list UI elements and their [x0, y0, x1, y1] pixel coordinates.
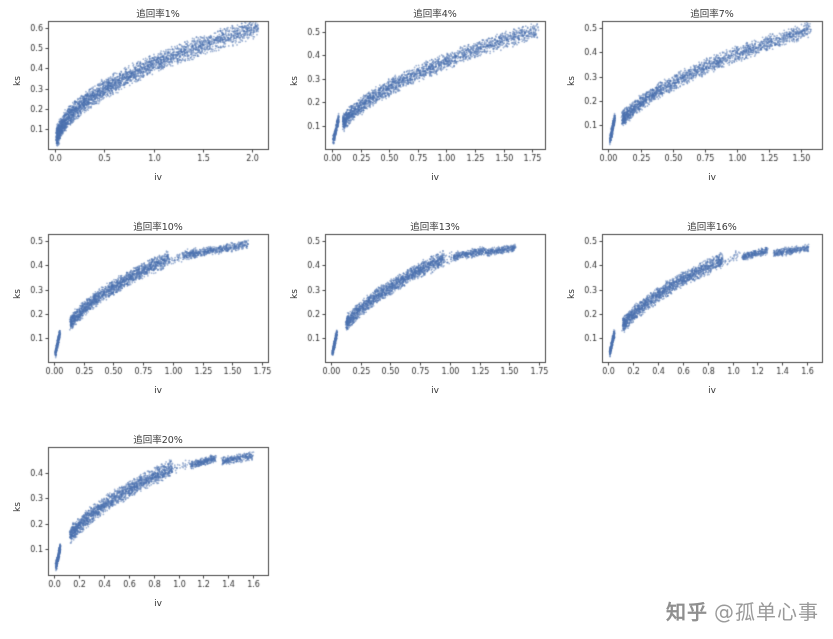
plot-title: 追回率20% [133, 435, 183, 446]
plot-title: 追回率16% [687, 222, 737, 233]
subplot-recovery-20pct: 追回率20% ks iv [6, 432, 283, 639]
subplot-recovery-13pct: 追回率13% ks iv [283, 219, 560, 426]
x-axis-label: iv [154, 173, 162, 183]
zhihu-logo-text: 知乎 [666, 600, 708, 624]
watermark-handle: @孤单心事 [714, 600, 819, 624]
plot-title: 追回率10% [133, 222, 183, 233]
scatter-plot-canvas [6, 445, 276, 595]
scatter-plot-canvas [560, 232, 830, 382]
zhihu-watermark: 知乎 @孤单心事 [666, 596, 819, 625]
scatter-plot-canvas [283, 232, 553, 382]
subplot-recovery-4pct: 追回率4% ks iv [283, 6, 560, 213]
scatter-plot-canvas [283, 19, 553, 169]
scatter-plot-canvas [6, 19, 276, 169]
x-axis-label: iv [708, 173, 716, 183]
x-axis-label: iv [708, 386, 716, 396]
scatter-plot-canvas [6, 232, 276, 382]
scatter-plot-canvas [560, 19, 830, 169]
plot-title: 追回率13% [410, 222, 460, 233]
subplot-recovery-7pct: 追回率7% ks iv [560, 6, 833, 213]
x-axis-label: iv [154, 386, 162, 396]
plot-title: 追回率7% [690, 9, 734, 20]
x-axis-label: iv [154, 599, 162, 609]
subplot-recovery-1pct: 追回率1% ks iv [6, 6, 283, 213]
plot-title: 追回率1% [136, 9, 180, 20]
plot-title: 追回率4% [413, 9, 457, 20]
subplot-recovery-16pct: 追回率16% ks iv [560, 219, 833, 426]
subplot-recovery-10pct: 追回率10% ks iv [6, 219, 283, 426]
x-axis-label: iv [431, 173, 439, 183]
x-axis-label: iv [431, 386, 439, 396]
